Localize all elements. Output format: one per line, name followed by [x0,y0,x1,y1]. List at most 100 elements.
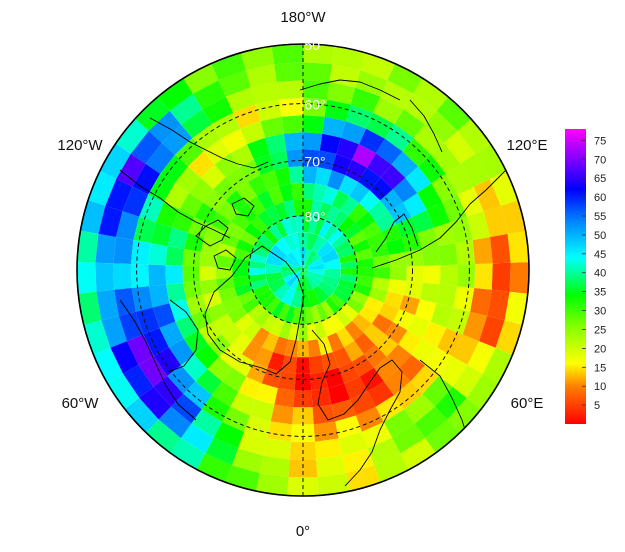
data-cell [344,340,365,362]
data-cell [357,267,374,278]
data-cell [262,228,279,245]
data-cell [283,132,303,151]
data-cell [214,153,239,178]
data-cell [250,279,268,291]
data-cell [234,283,253,297]
data-cell [328,383,351,405]
data-cell [200,164,226,190]
data-cell [314,321,328,340]
data-cell [124,397,159,433]
data-cell [205,437,239,466]
data-cell [340,260,358,269]
data-cell [110,341,139,374]
data-cell [322,116,346,138]
data-cell [295,357,311,374]
data-cell [367,153,392,178]
data-cell [256,190,275,210]
coastline-hudson-bay [167,299,199,373]
data-cell [410,365,439,394]
data-cell [338,175,359,196]
data-cell [475,143,507,179]
data-cell [303,62,332,82]
data-cell [78,291,102,325]
data-cell [116,153,146,187]
data-cell [407,315,431,339]
data-cell [282,233,297,252]
lon-label-bottom: 0° [296,523,310,540]
data-cell [303,132,323,151]
data-cell [237,290,256,306]
data-cell [265,263,282,274]
data-cell [321,248,340,264]
data-cell [281,115,303,134]
data-cell [248,268,266,276]
data-cell [230,332,252,355]
data-cell [455,240,476,265]
data-cell [262,332,279,352]
data-cell [406,265,424,283]
data-cell [133,216,156,244]
data-cell [315,167,332,187]
data-cell [325,205,341,224]
data-cell [303,215,311,233]
data-cell [453,286,475,312]
data-cell [331,233,348,249]
data-cell [288,459,318,478]
data-cell [222,367,247,392]
data-cell [431,143,461,174]
data-cell [274,202,288,221]
data-cell [340,268,358,276]
data-cell [233,104,261,129]
data-cell [260,116,284,138]
data-cell [444,131,476,164]
data-cell [260,170,279,191]
data-cell [383,369,411,396]
data-cell [80,200,106,234]
data-cell [122,186,149,217]
data-cell [334,309,353,328]
data-cell [495,320,523,355]
data-cell [303,265,308,270]
data-cell [203,138,231,165]
data-cell [305,307,315,325]
lon-label-lower-right: 60°E [511,395,544,412]
data-cell [105,178,133,212]
colorbar: 5 10 15 20 25 30 35 40 45 50 55 60 65 70 75 [565,129,606,424]
data-cell [206,302,228,322]
data-cell [148,264,167,287]
data-cell [313,421,339,442]
data-cell [284,305,296,324]
data-cell [386,237,406,255]
data-cell [240,121,266,145]
data-cell [436,96,471,131]
data-cell [269,44,303,47]
data-cell [127,334,154,365]
data-cell [392,177,418,203]
data-cell [394,109,425,139]
data-cell [96,289,119,321]
colorbar-tick-label: 5 [594,400,600,412]
data-cell [221,323,243,345]
data-cell [421,246,441,266]
data-cell [389,202,412,225]
data-cell [327,332,344,352]
data-cell [246,196,266,216]
colorbar-tick-label: 60 [594,192,606,204]
data-cell [332,289,350,304]
data-cell [130,131,162,164]
data-cell [299,270,303,276]
data-cell [323,223,338,241]
lat-label-70: 70° [304,154,325,170]
lon-label-upper-right: 120°E [506,137,547,154]
data-cell [95,233,116,264]
data-cell [274,388,295,408]
data-cell [305,273,319,290]
data-cell [360,52,395,81]
data-cell [311,388,332,408]
lon-label-top: 180°W [280,9,326,26]
data-cell [171,393,202,424]
data-cell [254,347,274,368]
lat-label-60: 60° [304,97,325,113]
data-cell [183,381,212,410]
data-cell [307,271,324,281]
